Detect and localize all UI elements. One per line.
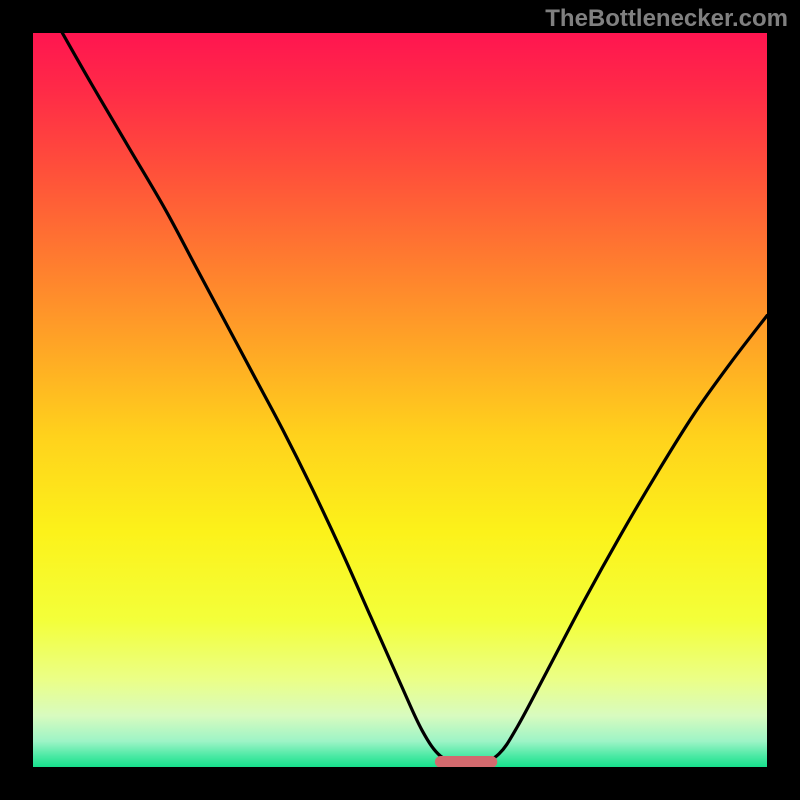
bottleneck-chart [33,33,767,767]
watermark-text: TheBottlenecker.com [545,5,788,33]
optimal-zone-marker [435,756,497,767]
chart-background-gradient [33,33,767,767]
